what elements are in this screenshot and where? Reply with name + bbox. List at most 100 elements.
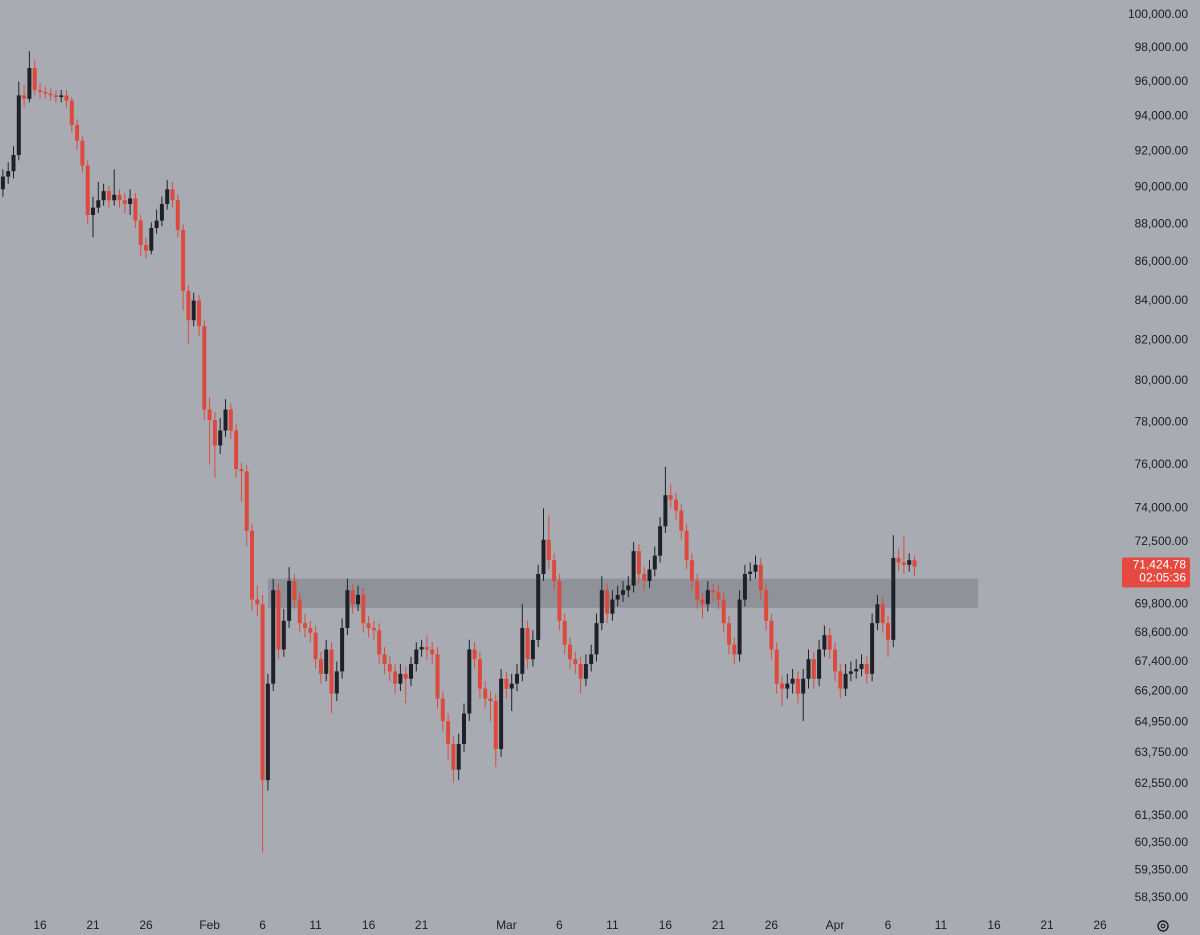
settings-icon[interactable] [1157,920,1169,932]
candle-body [536,573,541,640]
candle-body [128,198,133,204]
candle-body [265,683,270,781]
last-price-label: 71,424.78 [1133,558,1187,572]
y-tick-label: 66,200.00 [1135,683,1189,697]
candle-body [112,194,117,201]
candle-body [483,688,488,699]
candle-body [371,627,376,631]
candle-body [578,664,583,679]
y-tick-label: 62,550.00 [1135,776,1189,790]
candle-body [769,620,774,650]
y-tick-label: 64,950.00 [1135,715,1189,729]
x-tick-label: 21 [86,918,100,932]
candle-body [716,592,721,600]
y-tick-label: 90,000.00 [1135,180,1189,194]
candle-body [674,499,678,511]
candle-body [96,200,101,208]
candle-body [53,95,58,98]
candle-body [737,599,742,655]
last-price-box [1122,557,1190,588]
candle-body [244,471,249,531]
x-tick-label: 16 [659,918,673,932]
candle-body [764,590,769,621]
candle-body [599,590,604,624]
candle-body [864,664,869,674]
candle-body [573,659,578,665]
candle-body [583,664,588,679]
candle-body [546,539,551,561]
candle-body [615,594,620,600]
gear-outer[interactable] [1157,920,1169,932]
x-tick-label: Feb [199,918,220,932]
y-tick-label: 68,600.00 [1135,625,1189,639]
candle-body [472,649,477,660]
candle-body [281,620,286,650]
candle-body [80,140,85,166]
candle-body [827,635,832,650]
candle-body [705,590,710,605]
candle-body [621,590,625,595]
candle-body [345,590,350,628]
candle-body [403,673,408,679]
x-tick-label: Mar [496,918,517,932]
candle-body [387,664,392,672]
candle-body [568,644,572,660]
candle-body [16,95,21,155]
candle-body [207,409,212,421]
candle-body [610,599,615,614]
candle-body [753,564,758,572]
candle-body [795,678,800,694]
candle-body [605,590,610,614]
candle-body [287,580,292,621]
candle-body [833,649,837,672]
candle-body [356,594,360,605]
candle-body [186,290,191,321]
candle-body [912,560,917,567]
candle-body [462,713,466,744]
candle-body [271,590,276,684]
candle-body [91,207,95,216]
x-tick-label: 26 [765,918,779,932]
y-tick-label: 98,000.00 [1135,40,1189,54]
candle-body [636,551,641,574]
candle-body [499,678,504,750]
candle-body [843,673,848,689]
candle-body [419,647,424,650]
candle-body [742,573,747,600]
x-tick-label: 26 [1093,918,1107,932]
candle-body [117,194,122,201]
candle-body [488,698,493,702]
candle-body [48,93,53,96]
x-tick-label: Apr [826,918,845,932]
x-tick-label: 6 [259,918,266,932]
candle-body [212,420,217,446]
candle-body [552,560,557,581]
y-tick-label: 59,350.00 [1135,862,1189,876]
candle-body [234,430,239,470]
candle-body [732,644,737,655]
candle-body [435,654,440,699]
candle-body [393,671,398,684]
gear-inner[interactable] [1160,923,1166,929]
candle-body [748,571,753,574]
candle-body [350,590,355,605]
candle-body [711,590,716,593]
candle-body [159,203,164,221]
x-tick-label: 6 [556,918,563,932]
x-tick-label: 16 [33,918,47,932]
x-tick-label: 11 [606,918,619,932]
candle-body [785,683,790,689]
candle-body [848,671,853,674]
candle-body [6,171,11,177]
candle-body [689,560,694,581]
y-tick-label: 100,000.00 [1128,7,1188,21]
candle-body [303,623,307,628]
candle-body [138,220,143,245]
y-tick-label: 60,350.00 [1135,835,1189,849]
y-tick-label: 74,000.00 [1135,501,1189,515]
countdown-label: 02:05:36 [1139,571,1186,585]
candle-body [414,649,419,665]
candle-body [318,659,323,674]
